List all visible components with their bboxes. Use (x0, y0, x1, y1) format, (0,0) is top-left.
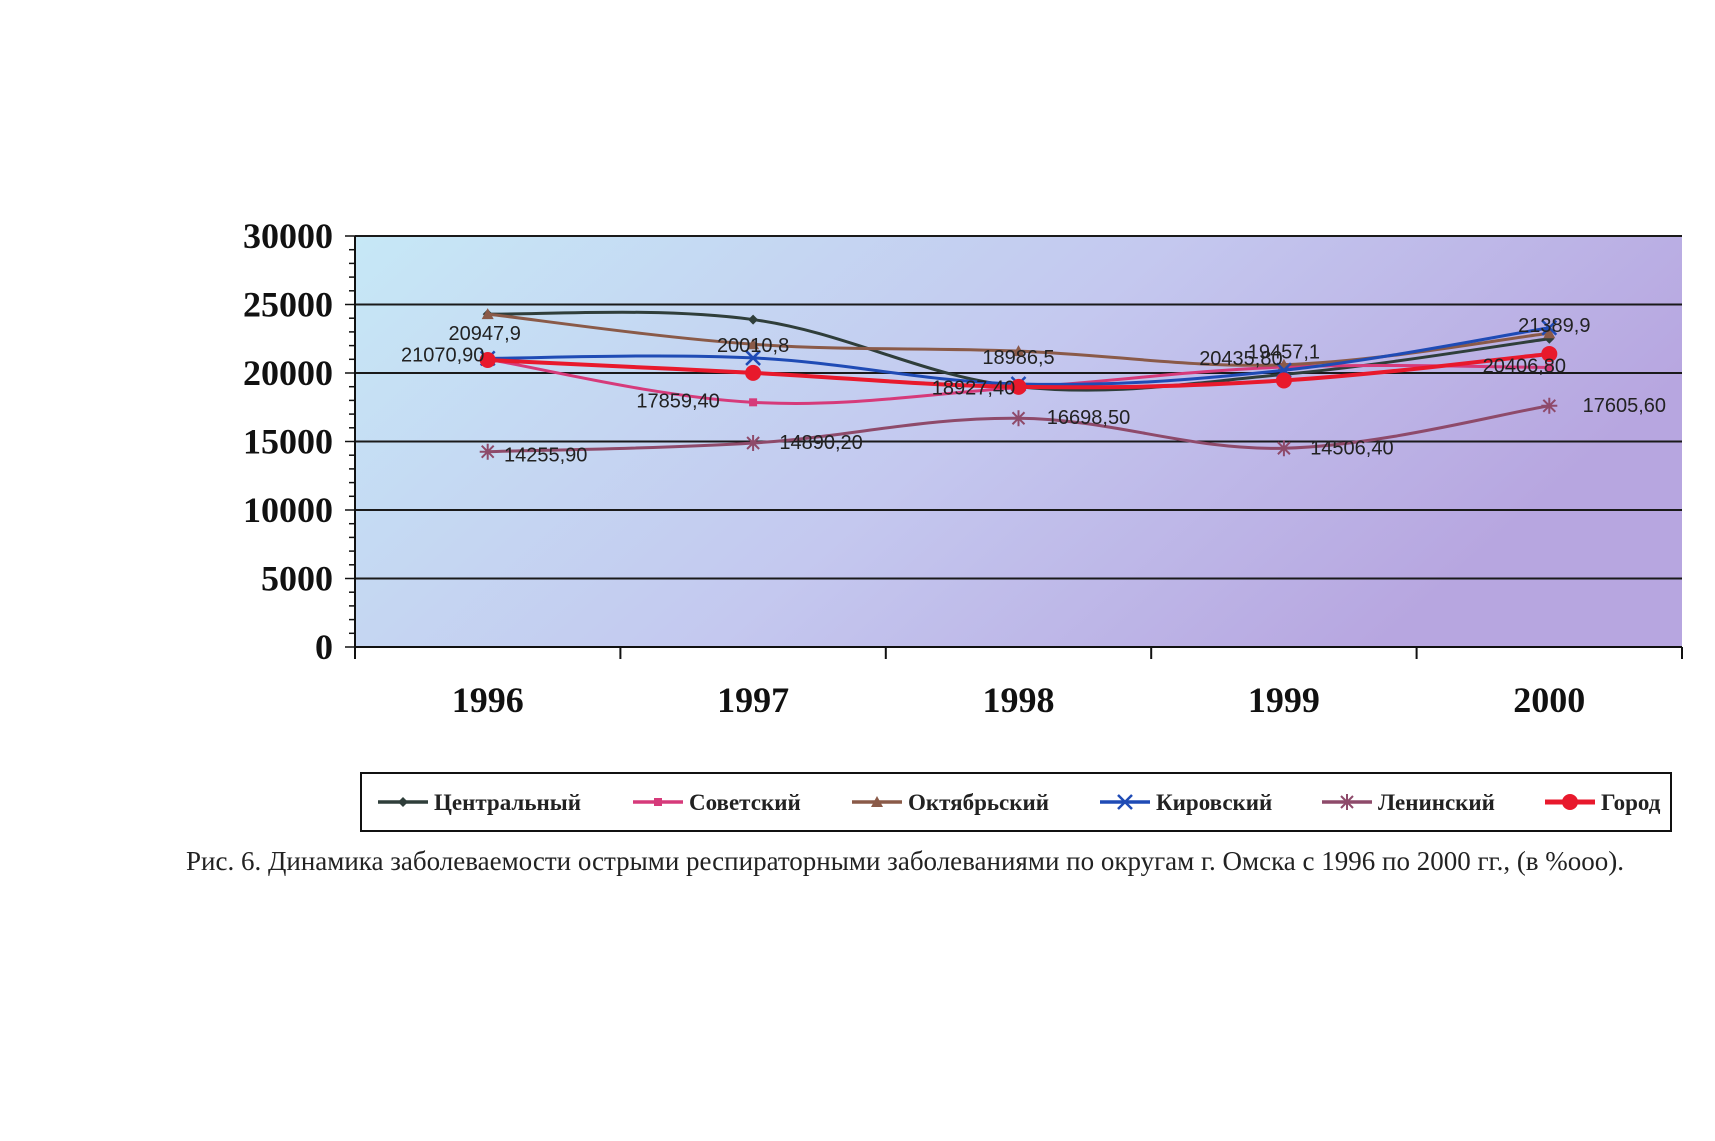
y-tick-label: 5000 (261, 559, 333, 599)
data-label: 20406,80 (1483, 355, 1566, 377)
data-label: 20010,8 (717, 335, 789, 357)
data-label: 20435,80 (1199, 348, 1282, 370)
data-label: 18986,5 (982, 347, 1054, 369)
legend-item: Кировский (1100, 790, 1272, 815)
legend-marker (398, 797, 408, 807)
data-point (1541, 397, 1558, 414)
data-point (1541, 345, 1558, 362)
data-label: 14506,40 (1310, 437, 1393, 459)
legend-item: Город (1545, 790, 1661, 815)
data-point (745, 350, 761, 366)
legend-marker (1562, 794, 1578, 810)
data-point (1545, 363, 1554, 372)
y-tick-label: 30000 (243, 216, 333, 256)
data-point (1010, 378, 1027, 395)
data-label: 17605,60 (1583, 395, 1666, 417)
legend-marker (1117, 794, 1133, 810)
legend-marker (1339, 794, 1355, 810)
y-tick-label: 25000 (243, 285, 333, 325)
data-label: 19457,1 (1248, 341, 1320, 363)
data-point (745, 435, 762, 452)
figure-caption: Рис. 6. Динамика заболеваемости острыми … (186, 846, 1625, 876)
x-tick-label: 2000 (1513, 680, 1585, 720)
legend-label: Ленинский (1378, 790, 1495, 815)
y-tick-label: 10000 (243, 490, 333, 530)
x-tick-label: 1998 (983, 680, 1055, 720)
series-Ленинский (479, 397, 1558, 460)
x-tick-label: 1999 (1248, 680, 1320, 720)
legend-label: Советский (689, 790, 801, 815)
series-Город (479, 345, 1558, 395)
data-point (745, 364, 762, 381)
data-point (749, 398, 758, 407)
legend-item: Ленинский (1322, 790, 1495, 815)
data-label: 18927,40 (932, 378, 1015, 400)
y-tick-label: 15000 (243, 422, 333, 462)
data-point (479, 443, 496, 460)
legend-label: Октябрьский (908, 790, 1049, 815)
data-label: 14255,90 (504, 445, 587, 467)
data-label: 21389,9 (1518, 315, 1590, 337)
data-point (748, 314, 759, 325)
data-point (479, 352, 496, 369)
data-label: 20947,9 (449, 323, 521, 345)
data-point (1275, 440, 1292, 457)
data-label: 14890,20 (779, 432, 862, 454)
data-point (747, 338, 760, 350)
data-point (1012, 345, 1025, 357)
data-point (1543, 327, 1556, 339)
data-point (1010, 410, 1027, 427)
y-tick-label: 0 (315, 627, 333, 667)
y-tick-label: 20000 (243, 353, 333, 393)
legend-item: Советский (633, 790, 801, 815)
legend-marker (654, 798, 662, 806)
legend-marker (871, 796, 883, 807)
legend-item: Центральный (378, 790, 581, 815)
legend-label: Центральный (434, 790, 581, 815)
data-point (481, 308, 494, 320)
legend-item: Октябрьский (852, 790, 1049, 815)
data-point (1275, 372, 1292, 389)
legend-label: Город (1601, 790, 1661, 815)
data-point (1541, 319, 1558, 336)
data-label: 17859,40 (636, 390, 719, 412)
data-label: 16698,50 (1047, 407, 1130, 429)
data-label: 21070,90 (401, 344, 484, 366)
x-tick-label: 1997 (717, 680, 789, 720)
legend-box (360, 772, 1672, 832)
x-tick-label: 1996 (452, 680, 524, 720)
legend-label: Кировский (1156, 790, 1272, 815)
